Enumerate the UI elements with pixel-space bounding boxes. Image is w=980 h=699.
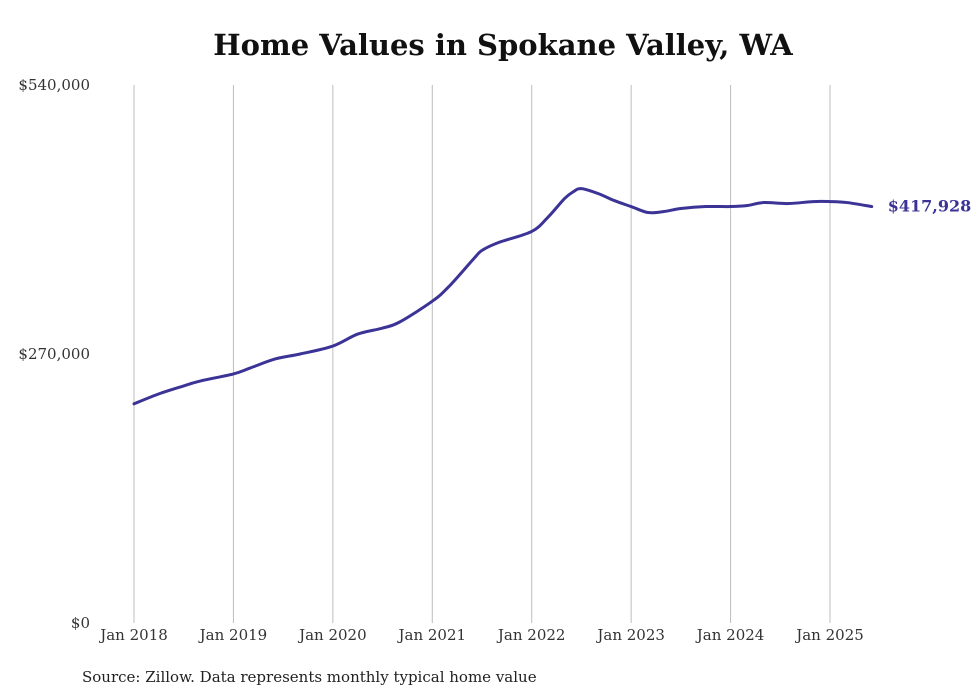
y-tick-label: $270,000 bbox=[18, 345, 90, 363]
end-value-label: $417,928 bbox=[888, 197, 972, 216]
x-tick-label: Jan 2020 bbox=[297, 626, 367, 644]
x-tick-label: Jan 2021 bbox=[397, 626, 467, 644]
y-tick-label: $0 bbox=[71, 614, 90, 632]
x-tick-label: Jan 2024 bbox=[695, 626, 765, 644]
x-tick-label: Jan 2018 bbox=[98, 626, 168, 644]
series-layer: $417,928 bbox=[132, 187, 972, 406]
chart-title: Home Values in Spokane Valley, WA bbox=[213, 28, 793, 62]
y-tick-label: $540,000 bbox=[18, 76, 90, 94]
x-tick-label: Jan 2023 bbox=[595, 626, 665, 644]
x-tick-label: Jan 2025 bbox=[794, 626, 864, 644]
source-note: Source: Zillow. Data represents monthly … bbox=[82, 668, 537, 686]
gridlines bbox=[133, 85, 831, 623]
series-line bbox=[132, 187, 874, 406]
x-tick-label: Jan 2022 bbox=[496, 626, 566, 644]
tick-labels: Jan 2018 Jan 2019 Jan 2020 Jan 2021 Jan 2022… bbox=[18, 76, 863, 644]
x-tick-label: Jan 2019 bbox=[198, 626, 268, 644]
